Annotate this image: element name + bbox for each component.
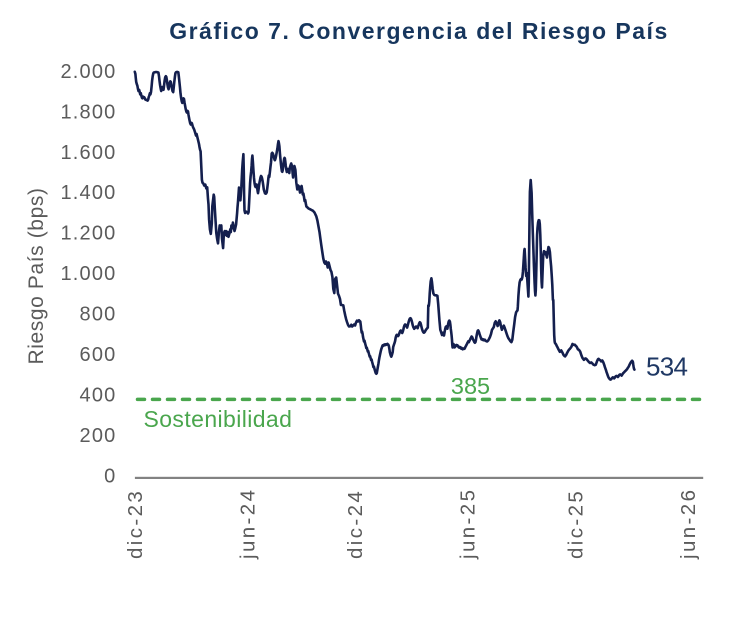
svg-text:600: 600 (80, 344, 117, 366)
svg-text:jun-26: jun-26 (677, 488, 700, 560)
svg-text:534: 534 (646, 352, 688, 382)
svg-text:800: 800 (80, 304, 117, 326)
svg-text:200: 200 (80, 425, 117, 447)
svg-text:jun-25: jun-25 (457, 488, 480, 560)
svg-text:385: 385 (451, 373, 490, 399)
svg-text:1.200: 1.200 (60, 223, 116, 245)
svg-text:1.000: 1.000 (60, 263, 116, 285)
svg-text:2.000: 2.000 (60, 61, 116, 83)
svg-text:dic-25: dic-25 (564, 489, 587, 559)
svg-text:Riesgo País (bps): Riesgo País (bps) (25, 187, 48, 364)
svg-text:400: 400 (80, 385, 117, 407)
svg-text:jun-24: jun-24 (237, 488, 260, 560)
svg-text:Gráfico 7. Convergencia del Ri: Gráfico 7. Convergencia del Riesgo País (169, 18, 669, 44)
svg-text:1.400: 1.400 (60, 182, 116, 204)
svg-text:dic-24: dic-24 (344, 489, 367, 559)
svg-text:1.600: 1.600 (60, 142, 116, 164)
svg-text:1.800: 1.800 (60, 101, 116, 123)
svg-text:Sostenibilidad: Sostenibilidad (144, 406, 293, 432)
svg-text:dic-23: dic-23 (124, 489, 147, 559)
svg-text:0: 0 (104, 465, 116, 487)
